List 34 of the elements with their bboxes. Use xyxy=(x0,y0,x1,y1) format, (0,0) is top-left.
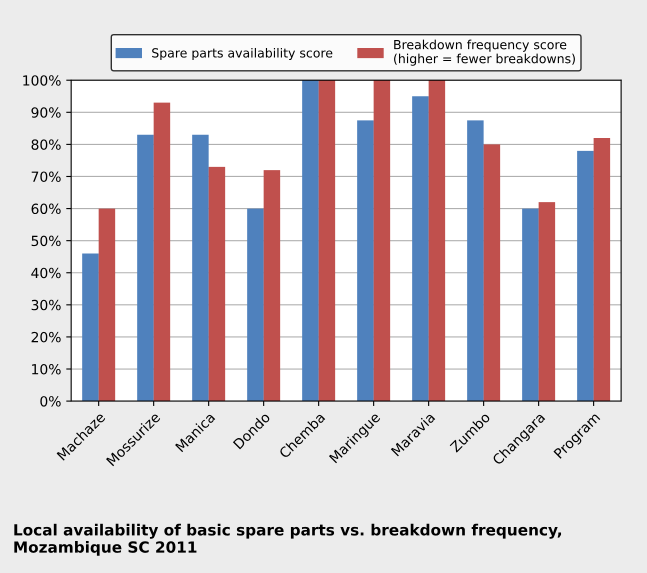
y-tick-label: 90% xyxy=(31,107,61,118)
bar xyxy=(374,80,390,402)
bar xyxy=(318,80,336,402)
bar xyxy=(357,120,374,402)
bar xyxy=(594,138,610,402)
bar xyxy=(98,208,116,402)
y-tick-label: 20% xyxy=(32,332,61,342)
legend-label: Breakdown frequency score (higher = fewer breakdowns) xyxy=(394,40,575,66)
y-tick-label: 30% xyxy=(32,300,61,310)
bar xyxy=(577,150,594,402)
legend-label: Spare parts availability score xyxy=(152,48,332,60)
y-tick-label: 60% xyxy=(32,204,61,214)
bar xyxy=(82,253,99,402)
bar xyxy=(154,102,170,402)
bar xyxy=(538,202,556,402)
y-tick-label: 40% xyxy=(31,268,61,278)
bar xyxy=(522,208,539,402)
y-tick-label: 80% xyxy=(32,139,61,150)
bar xyxy=(192,134,209,402)
text: Local availability of basic spare parts vs. breakdown frequency, Mozambique SC 2011 xyxy=(14,524,562,556)
bar xyxy=(467,120,484,402)
y-tick-label: 100% xyxy=(23,75,61,86)
bar xyxy=(137,134,154,402)
y-tick-label: 50% xyxy=(32,236,61,246)
bar xyxy=(302,80,319,402)
y-tick-label: 70% xyxy=(32,171,61,182)
bar xyxy=(264,170,280,402)
y-tick-label: 10% xyxy=(32,364,61,374)
y-tick-label: 0% xyxy=(40,396,61,407)
bar xyxy=(484,144,500,402)
bar xyxy=(412,96,429,402)
bar xyxy=(208,166,226,402)
bar xyxy=(247,208,264,402)
bar xyxy=(428,80,446,402)
